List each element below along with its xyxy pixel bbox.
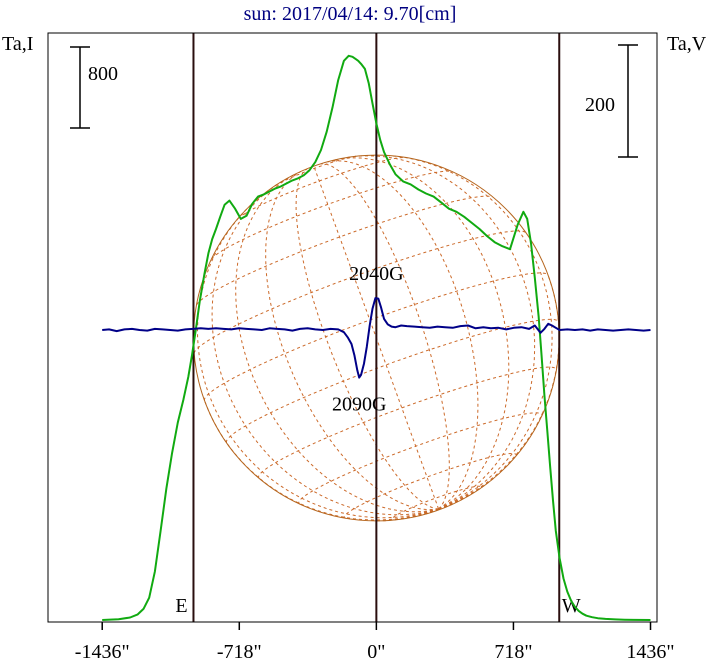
scale-bar-label: 200	[585, 94, 615, 116]
series-lines	[102, 54, 651, 621]
latitude-line	[237, 156, 406, 220]
latitude-line	[298, 412, 543, 505]
longitude-line	[313, 166, 440, 510]
longitude-line	[320, 163, 450, 510]
longitude-line	[204, 400, 439, 521]
longitude-line	[345, 155, 536, 510]
longitude-line	[211, 179, 439, 516]
x-tick-label: -718"	[217, 641, 262, 662]
right-axis-label: Ta,V	[667, 33, 707, 55]
plot-frame	[47, 32, 658, 623]
longitude-line	[235, 173, 439, 513]
latitude-line	[391, 485, 482, 521]
longitude-line	[327, 160, 479, 510]
scale-bar-left: 800	[70, 46, 118, 129]
left-axis-label: Ta,I	[2, 33, 33, 55]
longitude-line	[333, 157, 510, 510]
x-tick-label: 718"	[494, 641, 532, 662]
scale-bars: 800 200	[70, 44, 638, 158]
limb-marker-label: W	[562, 595, 581, 617]
annotation-max: 2040G	[349, 263, 403, 285]
series-line-I	[102, 54, 651, 621]
scale-bar-right: 200	[585, 44, 638, 158]
longitude-line	[265, 171, 439, 511]
chart-title: sun: 2017/04/14: 9.70[cm]	[244, 3, 457, 25]
x-tick-label: 0"	[367, 641, 385, 662]
latitude-line	[196, 195, 493, 306]
x-tick-label: 1436"	[626, 641, 674, 662]
annotations: 2040G 2090G	[332, 263, 404, 416]
longitude-line	[196, 204, 439, 519]
longitude-line	[295, 168, 439, 510]
longitude-line	[386, 154, 553, 510]
limb-marker-label: E	[175, 595, 187, 617]
scale-bar-label: 800	[88, 63, 118, 85]
series-line-V	[102, 297, 651, 379]
latitude-line	[257, 366, 557, 479]
x-tick-label: -1436"	[75, 641, 130, 662]
x-axis-ticks: -1436" -718" 0" 718" 1436"	[75, 622, 675, 662]
annotation-min: 2090G	[332, 394, 386, 416]
latitude-line	[225, 318, 559, 443]
